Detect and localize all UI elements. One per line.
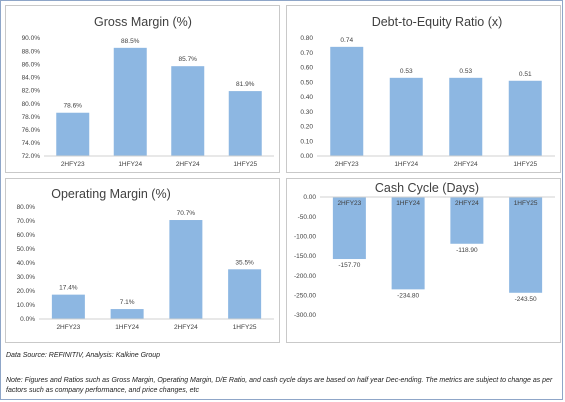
gross-margin-ytick: 76.0% <box>22 127 41 134</box>
cash-cycle-days-category-label: 1HFY25 <box>514 200 538 207</box>
debt-to-equity-ratio-x-bar-1hfy25 <box>508 80 542 156</box>
debt-to-equity-ratio-x-bar-2hfy24 <box>449 77 483 156</box>
operating-margin-bar-1hfy25 <box>228 269 262 319</box>
gross-margin-value-label: 85.7% <box>179 56 198 63</box>
operating-margin-value-label: 17.4% <box>59 285 78 292</box>
debt-to-equity-ratio-x-bar-2hfy23 <box>330 46 364 156</box>
cash-cycle-days-ytick: -300.00 <box>294 312 316 319</box>
gross-margin-ytick: 82.0% <box>22 88 41 95</box>
debt-to-equity-ratio-x-category-label: 1HFY24 <box>394 161 418 168</box>
gross-margin-ytick: 78.0% <box>22 114 41 121</box>
operating-margin-category-label: 2HFY23 <box>56 324 80 331</box>
gross-margin-ytick: 88.0% <box>22 48 41 55</box>
gross-margin-ytick: 80.0% <box>22 101 41 108</box>
gross-margin-panel: Gross Margin (%) 72.0% 74.0% 76.0% 78.0% 80.0… <box>5 5 280 173</box>
cash-cycle-days-bar-2hfy24 <box>450 197 484 244</box>
operating-margin-bar-2hfy24 <box>169 220 203 319</box>
operating-margin-bar-1hfy24 <box>110 309 144 319</box>
debt-to-equity-ratio-x-value-label: 0.74 <box>340 37 353 44</box>
debt-to-equity-ratio-x-ytick: 0.20 <box>300 124 313 131</box>
cash-cycle-days-ytick: 0.00 <box>303 194 316 201</box>
cash-cycle-days-title: Cash Cycle (Days) <box>375 181 479 195</box>
cash-cycle-days-ytick: -250.00 <box>294 293 316 300</box>
gross-margin-title: Gross Margin (%) <box>94 15 192 29</box>
gross-margin-bar-1hfy24 <box>113 47 147 157</box>
operating-margin-ytick: 40.0% <box>17 260 36 267</box>
operating-margin-value-label: 35.5% <box>235 259 254 266</box>
operating-margin-ytick: 60.0% <box>17 232 36 239</box>
operating-margin-ytick: 70.0% <box>17 218 36 225</box>
operating-margin-category-label: 1HFY25 <box>233 324 257 331</box>
debt-to-equity-ratio-x-ytick: 0.50 <box>300 79 313 86</box>
data-source-text: Data Source: REFINITIV, Analysis: Kalkin… <box>6 352 161 359</box>
gross-margin-bar-2hfy24 <box>171 66 205 156</box>
operating-margin-ytick: 20.0% <box>17 288 36 295</box>
gross-margin-category-label: 2HFY24 <box>176 161 200 168</box>
cash-cycle-days-bar-1hfy25 <box>509 197 543 293</box>
cash-cycle-days-value-label: -157.70 <box>338 262 360 269</box>
gross-margin-chart: Gross Margin (%) 72.0% 74.0% 76.0% 78.0% 80.0… <box>22 15 274 168</box>
debt-to-equity-ratio-x-title: Debt-to-Equity Ratio (x) <box>372 15 503 29</box>
cash-cycle-days-category-label: 2HFY23 <box>337 200 361 207</box>
debt-to-equity-ratio-x-value-label: 0.53 <box>400 68 413 75</box>
operating-margin-panel: Operating Margin (%) 0.0% 10.0% 20.0% 30.0% 4… <box>5 178 280 343</box>
note-text: Note: Figures and Ratios such as Gross M… <box>6 377 553 394</box>
gross-margin-ytick: 72.0% <box>22 153 41 160</box>
debt-to-equity-ratio-x-ytick: 0.10 <box>300 138 313 145</box>
gross-margin-ytick: 86.0% <box>22 61 41 68</box>
operating-margin-value-label: 7.1% <box>120 299 135 306</box>
operating-margin-ytick: 50.0% <box>17 246 36 253</box>
gross-margin-bar-1hfy25 <box>228 91 262 156</box>
operating-margin-category-label: 2HFY24 <box>174 324 198 331</box>
gross-margin-category-label: 2HFY23 <box>61 161 85 168</box>
debt-to-equity-chart: Debt-to-Equity Ratio (x) 0.00 0.10 0.20 0.30… <box>300 15 555 168</box>
operating-margin-ytick: 0.0% <box>20 316 35 323</box>
operating-margin-category-label: 1HFY24 <box>115 324 139 331</box>
operating-margin-chart: Operating Margin (%) 0.0% 10.0% 20.0% 30.0% 4… <box>17 187 274 331</box>
cash-cycle-panel: Cash Cycle (Days) -300.00 -250.00 -200.00 -1… <box>286 178 561 343</box>
cash-cycle-days-ytick: -200.00 <box>294 273 316 280</box>
gross-margin-bar-2hfy23 <box>56 112 90 156</box>
debt-to-equity-ratio-x-value-label: 0.51 <box>519 71 532 78</box>
operating-margin-ytick: 80.0% <box>17 204 36 211</box>
operating-margin-value-label: 70.7% <box>177 210 196 217</box>
operating-margin-title: Operating Margin (%) <box>51 187 171 201</box>
cash-cycle-days-category-label: 2HFY24 <box>455 200 479 207</box>
cash-cycle-days-ytick: -150.00 <box>294 253 316 260</box>
debt-to-equity-ratio-x-category-label: 2HFY24 <box>454 161 478 168</box>
debt-to-equity-ratio-x-value-label: 0.53 <box>459 68 472 75</box>
debt-to-equity-ratio-x-ytick: 0.80 <box>300 35 313 42</box>
gross-margin-category-label: 1HFY24 <box>118 161 142 168</box>
operating-margin-ytick: 30.0% <box>17 274 36 281</box>
cash-cycle-days-category-label: 1HFY24 <box>396 200 420 207</box>
operating-margin-bar-2hfy23 <box>51 294 85 319</box>
cash-cycle-days-ytick: -50.00 <box>298 214 317 221</box>
debt-to-equity-ratio-x-category-label: 2HFY23 <box>335 161 359 168</box>
debt-to-equity-ratio-x-category-label: 1HFY25 <box>513 161 537 168</box>
debt-to-equity-ratio-x-bar-1hfy24 <box>389 77 423 156</box>
gross-margin-ytick: 84.0% <box>22 75 41 82</box>
debt-to-equity-ratio-x-ytick: 0.00 <box>300 153 313 160</box>
cash-cycle-days-value-label: -243.50 <box>515 296 537 303</box>
gross-margin-category-label: 1HFY25 <box>233 161 257 168</box>
operating-margin-ytick: 10.0% <box>17 302 36 309</box>
cash-cycle-days-value-label: -234.80 <box>397 292 419 299</box>
gross-margin-value-label: 78.6% <box>64 103 83 110</box>
debt-to-equity-ratio-x-ytick: 0.60 <box>300 65 313 72</box>
cash-cycle-days-bar-2hfy23 <box>332 197 366 260</box>
debt-to-equity-ratio-x-ytick: 0.30 <box>300 109 313 116</box>
gross-margin-value-label: 88.5% <box>121 38 140 45</box>
gross-margin-value-label: 81.9% <box>236 81 255 88</box>
cash-cycle-days-value-label: -118.90 <box>456 247 478 254</box>
gross-margin-ytick: 90.0% <box>22 35 41 42</box>
cash-cycle-chart: Cash Cycle (Days) -300.00 -250.00 -200.00 -1… <box>294 181 555 319</box>
cash-cycle-days-bar-1hfy24 <box>391 197 425 290</box>
debt-to-equity-ratio-x-ytick: 0.70 <box>300 50 313 57</box>
gross-margin-ytick: 74.0% <box>22 140 41 147</box>
debt-to-equity-panel: Debt-to-Equity Ratio (x) 0.00 0.10 0.20 0.30… <box>286 5 561 173</box>
debt-to-equity-ratio-x-ytick: 0.40 <box>300 94 313 101</box>
cash-cycle-days-ytick: -100.00 <box>294 234 316 241</box>
